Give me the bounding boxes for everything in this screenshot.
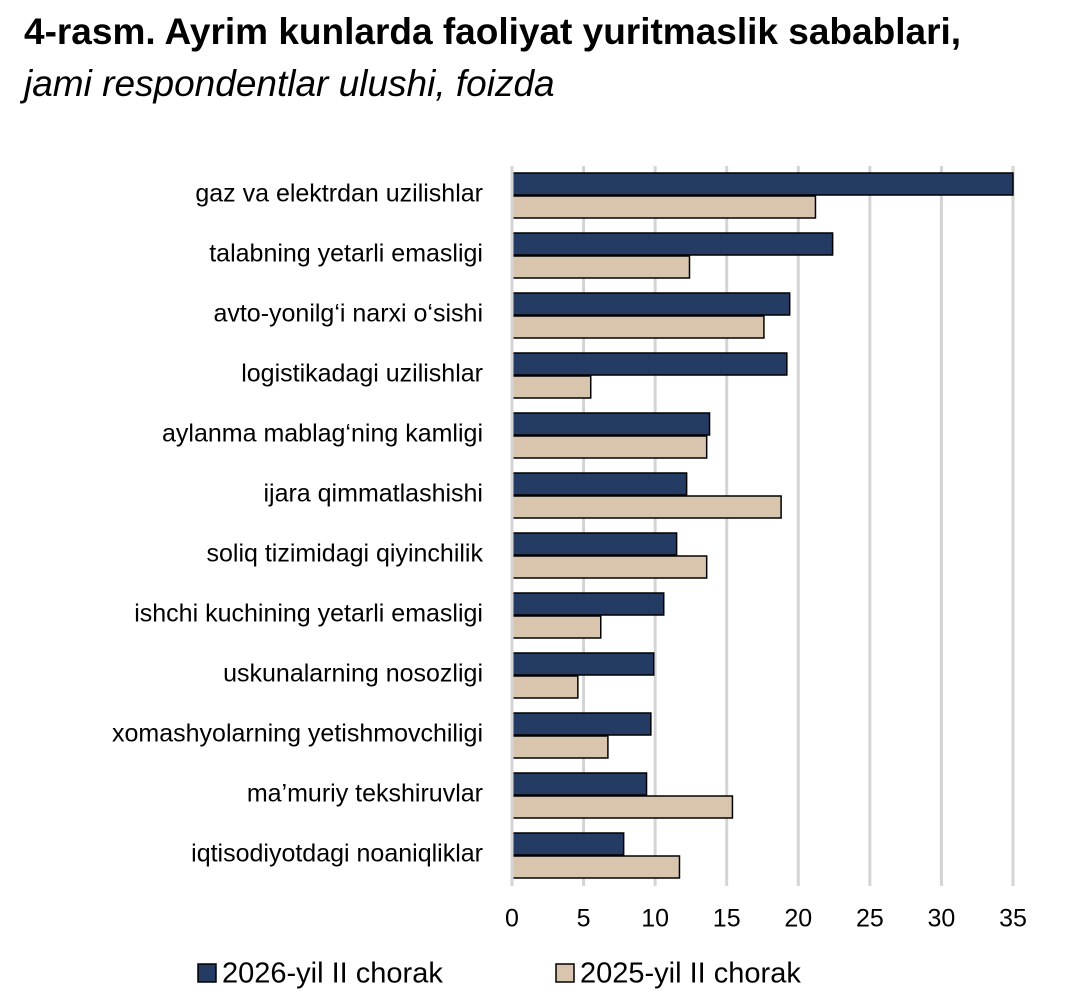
chart-title: 4-rasm. Ayrim kunlarda faoliyat yuritmas… — [24, 11, 962, 52]
y-tick-label: logistikadagi uzilishlar — [241, 360, 483, 388]
x-tick-label: 10 — [641, 905, 669, 933]
y-tick-label: ishchi kuchining yetarli emasligi — [134, 600, 483, 628]
bar — [511, 615, 602, 639]
bar — [511, 795, 734, 819]
bar — [511, 855, 681, 879]
bar — [511, 255, 691, 279]
x-tick-label: 0 — [505, 905, 519, 933]
y-tick-label: aylanma mablag‘ning kamligi — [162, 420, 483, 448]
legend-label: 2026-yil II chorak — [222, 958, 443, 990]
chart-subtitle: jami respondentlar ulushi, foizda — [24, 63, 555, 104]
legend-swatch — [197, 963, 217, 983]
bar — [511, 735, 609, 759]
x-tick-label: 5 — [577, 905, 591, 933]
y-tick-label: iqtisodiyotdagi noaniqliklar — [191, 840, 483, 868]
bar — [511, 532, 678, 556]
y-tick-label: talabning yetarli emasligi — [209, 240, 483, 268]
y-tick-label: xomashyolarning yetishmovchiligi — [112, 720, 483, 748]
bar — [511, 675, 579, 699]
y-tick-label: ma’muriy tekshiruvlar — [247, 780, 483, 808]
bar — [511, 292, 791, 316]
x-tick-label: 35 — [999, 905, 1027, 933]
bar — [511, 375, 592, 399]
y-tick-label: uskunalarning nosozligi — [223, 660, 483, 688]
bar — [511, 652, 655, 676]
bar — [511, 352, 788, 376]
bar — [511, 712, 652, 736]
bar — [511, 832, 625, 856]
bar — [511, 315, 765, 339]
y-tick-label: gaz va elektrdan uzilishlar — [195, 180, 483, 208]
x-tick-label: 25 — [856, 905, 884, 933]
y-tick-label: ijara qimmatlashishi — [263, 480, 483, 508]
y-tick-label: soliq tizimidagi qiyinchilik — [207, 540, 484, 568]
y-tick-label: avto-yonilg‘i narxi o‘sishi — [213, 300, 483, 328]
bar — [511, 592, 665, 616]
bar — [511, 555, 708, 579]
bar — [511, 495, 782, 519]
bar — [511, 172, 1014, 196]
bar — [511, 435, 708, 459]
x-tick-label: 15 — [713, 905, 741, 933]
x-tick-label: 30 — [928, 905, 956, 933]
bar — [511, 195, 817, 219]
bar — [511, 472, 688, 496]
bar — [511, 232, 834, 256]
bar — [511, 412, 711, 436]
legend-label: 2025-yil II chorak — [580, 958, 801, 990]
title-block: 4-rasm. Ayrim kunlarda faoliyat yuritmas… — [24, 6, 984, 110]
legend-swatch — [555, 963, 575, 983]
x-tick-label: 20 — [784, 905, 812, 933]
bar — [511, 772, 648, 796]
